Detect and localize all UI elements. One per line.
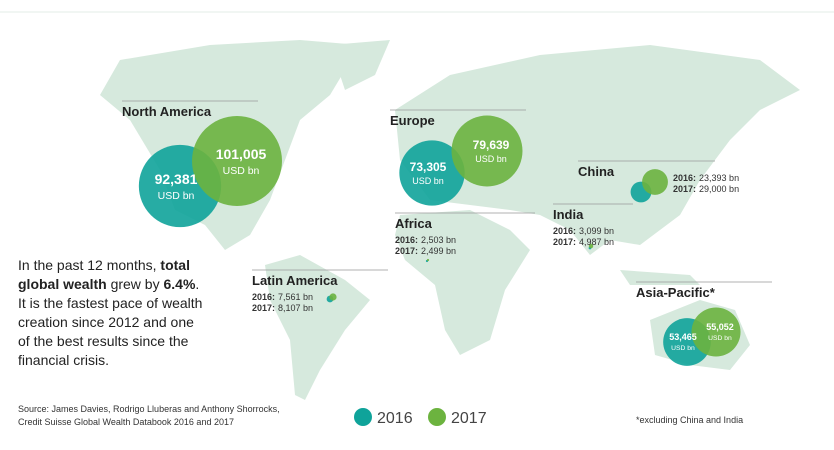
value-label: 4,987 bn bbox=[579, 237, 614, 247]
region-name: Africa bbox=[395, 216, 433, 231]
year-label: 2017: bbox=[673, 184, 696, 194]
summary-fragment: total global wealth bbox=[18, 257, 190, 292]
value-label: 101,005 bbox=[216, 146, 267, 162]
value-label: 2,499 bn bbox=[421, 246, 456, 256]
value-label: 23,393 bn bbox=[699, 173, 739, 183]
bubble bbox=[192, 116, 282, 206]
value-label: 55,052 bbox=[706, 322, 734, 332]
value-label: 73,305 bbox=[410, 160, 447, 174]
year-label: 2017: bbox=[553, 237, 576, 247]
value-line: 2016: 3,099 bn bbox=[553, 226, 614, 236]
year-label: 2017: bbox=[395, 246, 418, 256]
value-label: 79,639 bbox=[473, 138, 510, 152]
source-line: Credit Suisse Global Wealth Databook 201… bbox=[18, 417, 234, 427]
value-line: 2016: 2,503 bn bbox=[395, 235, 456, 245]
legend-swatch bbox=[354, 408, 372, 426]
year-label: 2016: bbox=[252, 292, 275, 302]
year-label: 2016: bbox=[673, 173, 696, 183]
value-line: 2017: 29,000 bn bbox=[673, 184, 739, 194]
value-label: 2,503 bn bbox=[421, 235, 456, 245]
year-label: 2016: bbox=[553, 226, 576, 236]
value-label: 8,107 bn bbox=[278, 303, 313, 313]
value-label: 29,000 bn bbox=[699, 184, 739, 194]
region-name: Europe bbox=[390, 113, 435, 128]
legend-swatch bbox=[428, 408, 446, 426]
legend-label: 2017 bbox=[451, 410, 487, 427]
bubble bbox=[329, 293, 337, 301]
region-name: China bbox=[578, 164, 615, 179]
legend-label: 2016 bbox=[377, 410, 413, 427]
region-name: North America bbox=[122, 104, 212, 119]
unit-label: USD bn bbox=[412, 176, 444, 186]
value-line: 2016: 7,561 bn bbox=[252, 292, 313, 302]
summary-fragment: 6.4% bbox=[163, 276, 196, 292]
value-label: 3,099 bn bbox=[579, 226, 614, 236]
unit-label: USD bn bbox=[671, 345, 695, 352]
value-label: 53,465 bbox=[669, 332, 697, 342]
bubble bbox=[451, 115, 523, 187]
source-line: Source: James Davies, Rodrigo Lluberas a… bbox=[18, 404, 280, 414]
bubble bbox=[691, 307, 741, 357]
summary-fragment: In the past 12 months, bbox=[18, 257, 161, 273]
bubble bbox=[426, 258, 430, 262]
region-name: Latin America bbox=[252, 273, 338, 288]
year-label: 2017: bbox=[252, 303, 275, 313]
value-line: 2017: 2,499 bn bbox=[395, 246, 456, 256]
value-label: 92,381 bbox=[155, 171, 198, 187]
summary-text: In the past 12 months, total global weal… bbox=[18, 256, 208, 370]
unit-label: USD bn bbox=[223, 165, 260, 177]
year-label: 2016: bbox=[395, 235, 418, 245]
footnote: *excluding China and India bbox=[636, 415, 743, 425]
value-line: 2017: 8,107 bn bbox=[252, 303, 313, 313]
value-label: 7,561 bn bbox=[278, 292, 313, 302]
value-line: 2017: 4,987 bn bbox=[553, 237, 614, 247]
bubble bbox=[642, 169, 668, 195]
summary-fragment: . It is the fastest pace of wealth creat… bbox=[18, 276, 203, 368]
unit-label: USD bn bbox=[158, 190, 195, 202]
unit-label: USD bn bbox=[708, 335, 732, 342]
region-name: Asia-Pacific* bbox=[636, 285, 716, 300]
bubble bbox=[588, 243, 594, 249]
summary-fragment: grew by bbox=[106, 276, 164, 292]
unit-label: USD bn bbox=[475, 154, 507, 164]
region-name: India bbox=[553, 207, 584, 222]
bubble bbox=[399, 140, 465, 206]
value-line: 2016: 23,393 bn bbox=[673, 173, 739, 183]
